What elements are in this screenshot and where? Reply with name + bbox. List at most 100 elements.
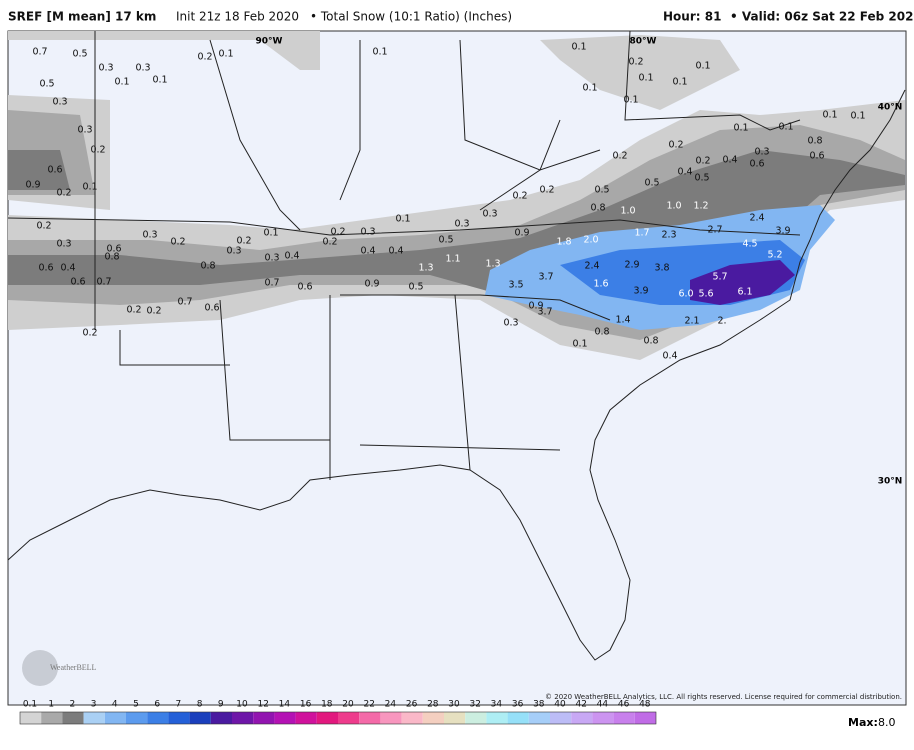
legend-swatch xyxy=(20,712,42,724)
latitude-label: 30°N xyxy=(878,477,903,487)
snow-amount-label: 0.6 xyxy=(204,303,219,314)
snow-amount-label: 3.8 xyxy=(654,263,669,274)
snow-amount-label: 0.4 xyxy=(360,246,375,257)
max-label: Max: xyxy=(848,716,878,729)
snow-amount-label: 3.7 xyxy=(537,307,552,318)
snow-amount-label: 0.2 xyxy=(539,185,554,196)
snow-amount-label: 0.4 xyxy=(722,155,737,166)
snow-amount-label: 0.1 xyxy=(82,182,97,193)
legend-swatch xyxy=(444,712,466,724)
legend-tick-label: 36 xyxy=(512,700,524,710)
snow-amount-label: 0.6 xyxy=(38,263,53,274)
snow-amount-label: 0.1 xyxy=(218,49,233,60)
snow-amount-label: 0.2 xyxy=(170,237,185,248)
snow-amount-label: 0.2 xyxy=(612,151,627,162)
legend-swatch xyxy=(210,712,232,724)
snow-amount-label: 0.1 xyxy=(263,228,278,239)
snow-amount-label: 0.2 xyxy=(56,188,71,199)
snow-amount-label: 0.1 xyxy=(571,42,586,53)
latitude-label: 40°N xyxy=(878,103,903,113)
snow-amount-label: 0.2 xyxy=(146,306,161,317)
snow-amount-label: 0.9 xyxy=(528,301,543,312)
longitude-label: 90°W xyxy=(256,37,283,47)
model-title: SREF [M mean] 17 km xyxy=(8,10,156,24)
legend-tick-label: 1 xyxy=(48,700,54,710)
snow-amount-label: 0.1 xyxy=(395,214,410,225)
legend-swatch xyxy=(550,712,572,724)
longitude-label: 80°W xyxy=(630,37,657,47)
snow-amount-label: 0.6 xyxy=(809,151,824,162)
snow-amount-label: 0.3 xyxy=(754,147,769,158)
legend-swatch xyxy=(380,712,402,724)
legend-swatch xyxy=(126,712,148,724)
snow-amount-label: 2.0 xyxy=(583,235,598,246)
snow-amount-label: 0.5 xyxy=(594,185,609,196)
legend-swatch xyxy=(465,712,487,724)
legend-swatch xyxy=(422,712,444,724)
map: 0.7 0.50.50.3 0.30.1 0.10.2 0.1 0.10.30.30.20… xyxy=(7,30,907,706)
snow-amount-label: 0.1 xyxy=(114,77,129,88)
legend-swatch xyxy=(189,712,211,724)
snow-amount-label: 0.5 xyxy=(438,235,453,246)
legend-tick-label: 7 xyxy=(176,700,182,710)
legend-swatch xyxy=(62,712,84,724)
snow-amount-label: 0.3 xyxy=(56,239,71,250)
legend-border xyxy=(19,711,657,725)
snow-amount-label: 0.8 xyxy=(104,252,119,263)
snow-amount-label: 1.3 xyxy=(418,263,433,274)
legend-tick-label: 0.1 xyxy=(23,700,37,710)
snow-amount-label: 2.3 xyxy=(661,230,676,241)
snow-amount-label: 2.9 xyxy=(624,260,639,271)
legend-tick-label: 46 xyxy=(618,700,630,710)
snow-amount-label: 0.4 xyxy=(662,351,677,362)
legend-swatch xyxy=(486,712,508,724)
state-lines xyxy=(7,30,801,480)
copyright: © 2020 WeatherBELL Analytics, LLC. All r… xyxy=(545,693,902,701)
snow-amount-label: 0.2 xyxy=(36,221,51,232)
legend-tick-label: 26 xyxy=(406,700,418,710)
legend-tick-label: 44 xyxy=(597,700,609,710)
snow-amount-label: 1.3 xyxy=(485,259,500,270)
snow-amount-label: 3.7 xyxy=(538,272,553,283)
snow-amount-label: 0.6 xyxy=(749,159,764,170)
snow-amount-label: 1.8 xyxy=(556,237,571,248)
legend-swatch xyxy=(274,712,296,724)
snow-amount-label: 0.8 xyxy=(807,136,822,147)
legend-swatch xyxy=(83,712,105,724)
snow-amount-label: 3.5 xyxy=(508,280,523,291)
legend-tick-label: 16 xyxy=(300,700,312,710)
snow-amount-label: 5.2 xyxy=(767,250,782,261)
legend-tick-label: 20 xyxy=(342,700,354,710)
legend-tick-label: 48 xyxy=(639,700,651,710)
snow-amount-label: 0.6 xyxy=(47,165,62,176)
snow-amount-label: 0.5 xyxy=(39,79,54,90)
snow-amount-label: 0.6 xyxy=(70,277,85,288)
snow-amount-label: 1.6 xyxy=(593,279,608,290)
color-legend: 0.1 1 2 3 4 5 6 7 8 9 10 12 14 16 18 20 22 24 26 28 30 32 34 36… xyxy=(19,700,657,725)
legend-tick-label: 9 xyxy=(218,700,224,710)
init-time: Init 21z 18 Feb 2020 xyxy=(176,10,299,24)
snow-amount-label: 1.0 xyxy=(620,206,635,217)
snow-amount-label: 0.5 xyxy=(694,173,709,184)
legend-swatch xyxy=(528,712,550,724)
legend-swatch xyxy=(571,712,593,724)
snow-amount-label: 0.1 xyxy=(672,77,687,88)
snow-amount-label: 4.5 xyxy=(742,239,757,250)
coastline xyxy=(7,89,906,661)
legend-swatch xyxy=(316,712,338,724)
snow-amount-label: 0.1 xyxy=(582,83,597,94)
snow-amount-label: 0.3 xyxy=(226,246,241,257)
logo-globe xyxy=(22,650,58,686)
snow-amount-label: 0.2 xyxy=(197,52,212,63)
legend-swatch xyxy=(507,712,529,724)
snow-amount-label: 6.0 xyxy=(678,289,693,300)
snow-amount-label: 0.2 xyxy=(512,191,527,202)
product: • Total Snow (10:1 Ratio) (Inches) xyxy=(310,10,512,24)
snow-amount-label: 0.1 xyxy=(695,61,710,72)
snow-amount-label: 6.1 xyxy=(737,287,752,298)
legend-swatch xyxy=(338,712,360,724)
snow-amount-label: 0.3 xyxy=(52,97,67,108)
snow-amount-label: 2. xyxy=(717,316,726,327)
legend-swatch xyxy=(401,712,423,724)
snow-amount-label: 0.2 xyxy=(126,305,141,316)
